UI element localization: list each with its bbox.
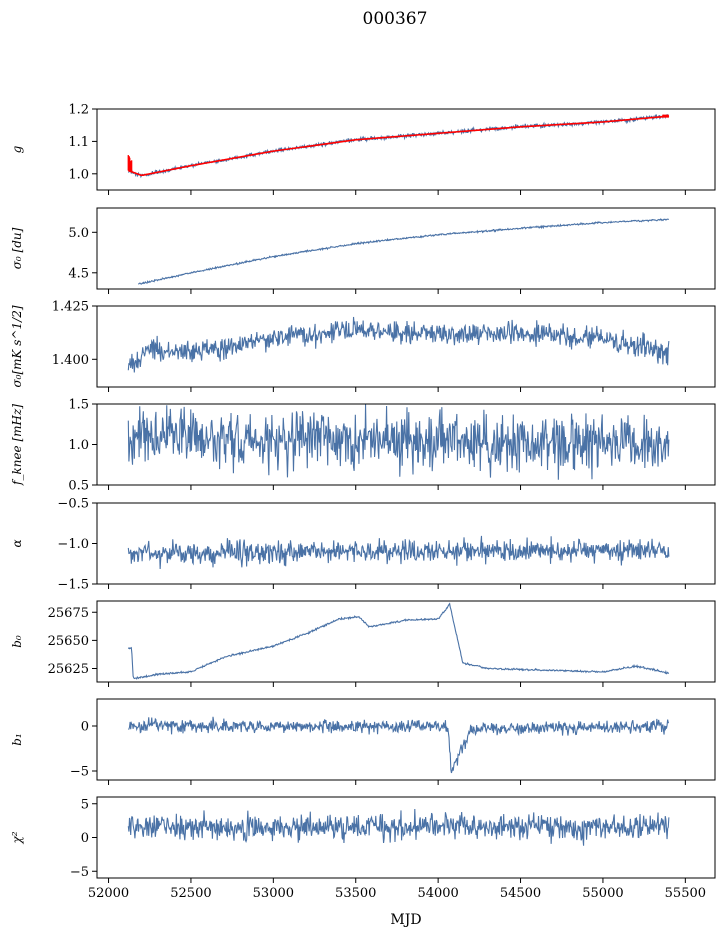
y-tick-label-sigma0: 4.5 (68, 266, 89, 281)
y-tick-label-alpha: −1.0 (57, 537, 89, 552)
panel-alpha: −1.5 −1.0 −0.5 α (10, 497, 716, 593)
y-tick-label-b0: 25675 (48, 606, 89, 621)
series-line-sigma0-mks (127, 316, 670, 373)
y-axis-label-fknee: f_knee [mHz] (10, 404, 24, 486)
y-axis-label-b0: b₀ (10, 635, 24, 648)
y-tick-label-alpha: −1.5 (57, 578, 89, 593)
y-tick-label-sigma0-mks: 1.400 (52, 353, 89, 368)
series-line-alpha (127, 535, 670, 570)
y-tick-label-b1: −5 (70, 765, 89, 780)
series-line-sigma0 (138, 218, 669, 285)
x-tick-label: 53000 (253, 886, 294, 901)
y-tick-label-g: 1.0 (68, 167, 89, 182)
panel-chi2: −5 0 5 52000 52500 53000 53500 54000 54500 55000 5… (10, 796, 716, 901)
panel-g: 1.0 1.1 1.2 g (10, 103, 716, 195)
panel-sigma0: 4.5 5.0 σ₀ [du] (10, 207, 716, 294)
y-tick-label-chi2: −5 (70, 865, 89, 880)
x-tick-label: 54000 (417, 886, 458, 901)
y-tick-label-b1: 0 (81, 720, 89, 735)
series-line-chi2 (127, 808, 670, 846)
x-tick-label: 52500 (170, 886, 211, 901)
y-tick-label-chi2: 5 (81, 797, 89, 812)
x-tick-label: 54500 (500, 886, 541, 901)
y-tick-label-alpha: −0.5 (57, 497, 89, 512)
panel-frame-chi2 (96, 796, 716, 879)
figure-title: 000367 (363, 9, 428, 29)
y-tick-label-fknee: 1.5 (68, 398, 89, 413)
x-tick-label: 52000 (88, 886, 129, 901)
x-tick-label: 53500 (335, 886, 376, 901)
series-line-g (127, 114, 670, 179)
y-axis-label-chi2: χ² (10, 831, 24, 844)
y-tick-label-chi2: 0 (81, 831, 89, 846)
panel-frame-g (96, 108, 716, 191)
y-axis-label-b1: b₁ (10, 733, 24, 746)
y-axis-label-sigma0-mks: σ₀[mK s^1/2] (10, 305, 24, 387)
series-line-fknee (127, 404, 670, 480)
x-tick-label: 55500 (665, 886, 706, 901)
panel-fknee: 0.5 1.0 1.5 f_knee [mHz] (10, 398, 716, 494)
series-line-b0 (127, 602, 670, 680)
y-tick-label-sigma0-mks: 1.425 (52, 300, 89, 315)
panel-frame-b1 (96, 698, 716, 781)
y-axis-label-g: g (10, 145, 24, 153)
panel-b1: −5 0 b₁ (10, 698, 716, 785)
series-line-b1 (128, 716, 670, 774)
x-axis-label: MJD (390, 912, 421, 928)
y-tick-label-b0: 25650 (48, 634, 89, 649)
panel-frame-b0 (96, 600, 716, 683)
y-tick-label-g: 1.2 (68, 103, 89, 118)
panel-b0: 25625 25650 25675 b₀ (10, 600, 716, 687)
x-tick-label: 55000 (582, 886, 623, 901)
y-axis-label-alpha: α (10, 539, 24, 547)
y-axis-label-sigma0: σ₀ [du] (10, 227, 24, 269)
panel-frame-sigma0-mks (96, 305, 716, 388)
y-tick-label-sigma0: 5.0 (68, 226, 89, 241)
y-tick-label-g: 1.1 (68, 135, 89, 150)
panel-sigma0-mks: 1.400 1.425 σ₀[mK s^1/2] (10, 300, 716, 392)
panel-frame-sigma0 (96, 207, 716, 290)
overlay-line-g (128, 115, 669, 177)
y-tick-label-b0: 25625 (48, 662, 89, 677)
y-tick-label-fknee: 1.0 (68, 438, 89, 453)
y-tick-label-fknee: 0.5 (68, 479, 89, 494)
